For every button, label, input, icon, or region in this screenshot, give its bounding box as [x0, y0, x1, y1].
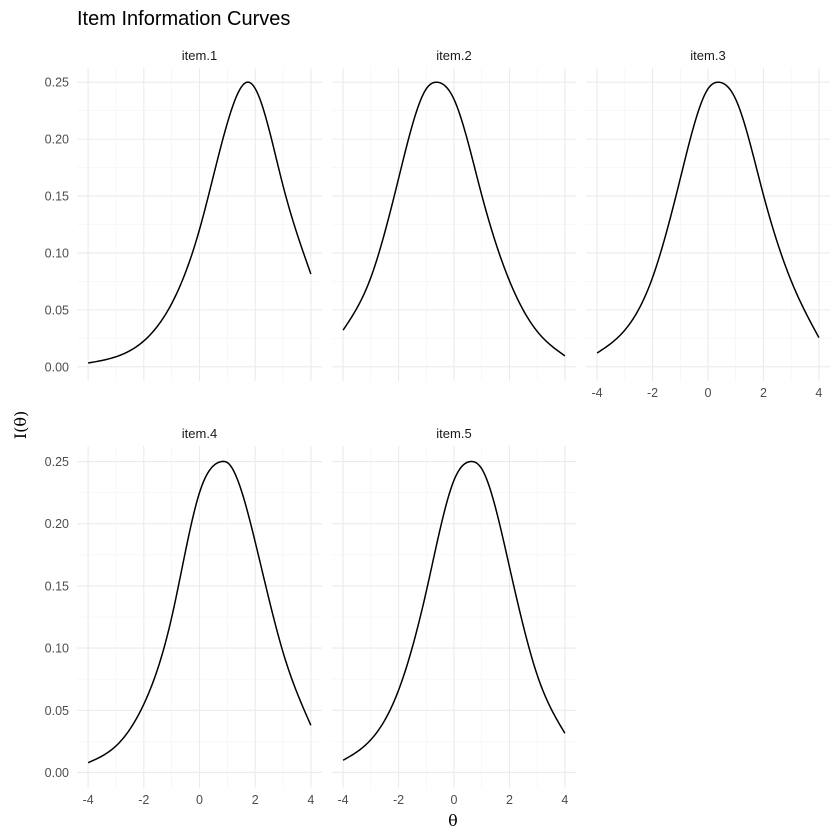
facet-strip-label: item.2 — [436, 48, 471, 63]
facet-strip-label: item.3 — [690, 48, 725, 63]
y-tick-label: 0.25 — [45, 455, 69, 469]
x-tick-label: 4 — [307, 793, 314, 807]
x-tick-label: 0 — [196, 793, 203, 807]
y-tick-label: 0.05 — [45, 704, 69, 718]
information-curve-item-1 — [88, 81, 312, 364]
x-tick-label: -4 — [592, 386, 603, 400]
facet-panel-item-2: item.2 — [332, 48, 576, 381]
x-tick-label: -2 — [138, 793, 149, 807]
y-tick-label: 0.00 — [45, 766, 69, 780]
x-tick-label: 0 — [705, 386, 712, 400]
x-tick-label: 2 — [760, 386, 767, 400]
facet-panel-item-4: item.4 0.00 0.05 0.10 0.15 0.20 0.25 -4 -2 0 2 4 — [45, 426, 322, 807]
x-tick-label: -2 — [393, 793, 404, 807]
y-tick-label: 0.00 — [45, 360, 69, 374]
information-curve-item-2 — [342, 81, 566, 357]
y-tick-label: 0.20 — [45, 517, 69, 531]
x-tick-label: -4 — [83, 793, 94, 807]
y-tick-label: 0.20 — [45, 133, 69, 147]
facet-strip-label: item.4 — [182, 426, 217, 441]
x-tick-label: 4 — [815, 386, 822, 400]
facet-panel-item-3: item.3 -4 -2 0 2 4 — [586, 48, 830, 400]
x-tick-label: -4 — [338, 793, 349, 807]
y-tick-label: 0.05 — [45, 303, 69, 317]
chart-title: Item Information Curves — [77, 8, 290, 30]
y-axis-label: I(θ) — [11, 411, 30, 439]
y-tick-label: 0.10 — [45, 642, 69, 656]
x-tick-label: 2 — [506, 793, 513, 807]
y-tick-label: 0.25 — [45, 76, 69, 90]
x-tick-label: 0 — [451, 793, 458, 807]
facet-strip-label: item.5 — [436, 426, 471, 441]
information-curve-item-3 — [596, 81, 820, 354]
facet-panel-item-1: item.1 0.00 0.05 0.10 0.15 0.20 0.25 — [45, 48, 322, 381]
information-curve-item-5 — [342, 460, 566, 761]
y-tick-label: 0.15 — [45, 579, 69, 593]
panels: item.1 0.00 0.05 0.10 0.15 0.20 0.25 item.2 item… — [45, 48, 830, 807]
facet-strip-label: item.1 — [182, 48, 217, 63]
y-tick-label: 0.15 — [45, 190, 69, 204]
x-tick-label: 2 — [252, 793, 259, 807]
x-tick-label: 4 — [561, 793, 568, 807]
y-tick-label: 0.10 — [45, 246, 69, 260]
information-curve-item-4 — [87, 460, 312, 764]
x-axis-label: θ — [448, 811, 458, 830]
x-tick-label: -2 — [647, 386, 658, 400]
facet-panel-item-5: item.5 -4 -2 0 2 4 — [332, 426, 576, 807]
